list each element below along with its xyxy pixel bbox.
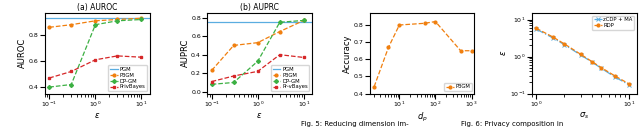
Legend: PGM, P3GM, DP-GM, Pr-vBayes: PGM, P3GM, DP-GM, Pr-vBayes [271,65,309,91]
X-axis label: $\varepsilon$: $\varepsilon$ [257,110,262,120]
Y-axis label: $\varepsilon$: $\varepsilon$ [499,50,508,56]
Text: Fig. 6: Privacy composition in: Fig. 6: Privacy composition in [461,121,563,127]
Text: Fig. 5: Reducing dimension im-: Fig. 5: Reducing dimension im- [301,121,409,127]
Y-axis label: Accuracy: Accuracy [343,34,352,73]
Legend: zCDP + MA, RDP: zCDP + MA, RDP [592,16,634,30]
X-axis label: $\varepsilon$: $\varepsilon$ [94,110,100,120]
Legend: PGM, P3GM, DP-GM, PrivBayes: PGM, P3GM, DP-GM, PrivBayes [108,65,147,91]
Legend: P3GM: P3GM [444,83,472,91]
X-axis label: $d_p$: $d_p$ [417,110,428,124]
Title: (a) AUROC: (a) AUROC [77,3,117,12]
Y-axis label: AUROC: AUROC [19,38,28,68]
X-axis label: $\sigma_s$: $\sigma_s$ [579,110,589,121]
Title: (b) AUPRC: (b) AUPRC [240,3,279,12]
Y-axis label: AUPRC: AUPRC [180,39,189,67]
